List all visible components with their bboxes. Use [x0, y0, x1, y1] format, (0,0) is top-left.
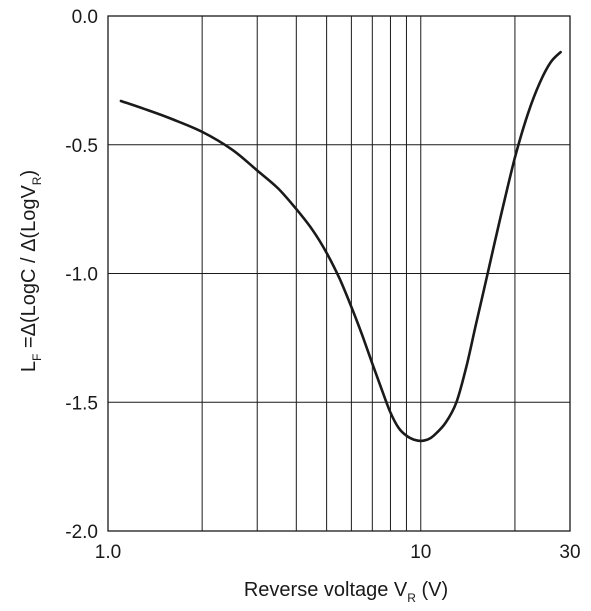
y-axis-title-subscript: F: [30, 354, 44, 361]
x-axis-title-text: Reverse voltage V: [244, 579, 408, 601]
y-tick-label: -1.5: [65, 393, 98, 414]
plot-frame: [107, 15, 571, 532]
y-tick-labels: 0.0 -0.5 -1.0 -1.5 -2.0: [65, 7, 98, 543]
x-axis-title-unit: (V): [416, 579, 448, 601]
grid: [108, 16, 570, 531]
x-tick-label: 1.0: [95, 542, 121, 563]
x-tick-label: 10: [410, 542, 431, 563]
y-tick-label: 0.0: [72, 7, 98, 28]
y-tick-label: -1.0: [65, 265, 98, 286]
y-axis-title-text-2: =Δ(LogC / Δ(LogV: [18, 185, 40, 354]
y-axis-title-subscript-2: R: [30, 176, 44, 185]
y-axis-title-text: L: [18, 361, 40, 372]
x-tick-label: 30: [559, 542, 580, 563]
series-line: [119, 50, 562, 443]
y-axis-title: LF =Δ(LogC / Δ(LogVR): [18, 170, 44, 372]
x-axis-title: Reverse voltage VR (V): [244, 579, 448, 605]
x-tick-labels: 1.0 10 30: [95, 542, 581, 563]
y-axis-title-text-3: ): [18, 170, 40, 177]
y-tick-label: -2.0: [65, 522, 98, 543]
y-tick-label: -0.5: [65, 136, 98, 157]
x-axis-title-subscript: R: [407, 591, 416, 605]
